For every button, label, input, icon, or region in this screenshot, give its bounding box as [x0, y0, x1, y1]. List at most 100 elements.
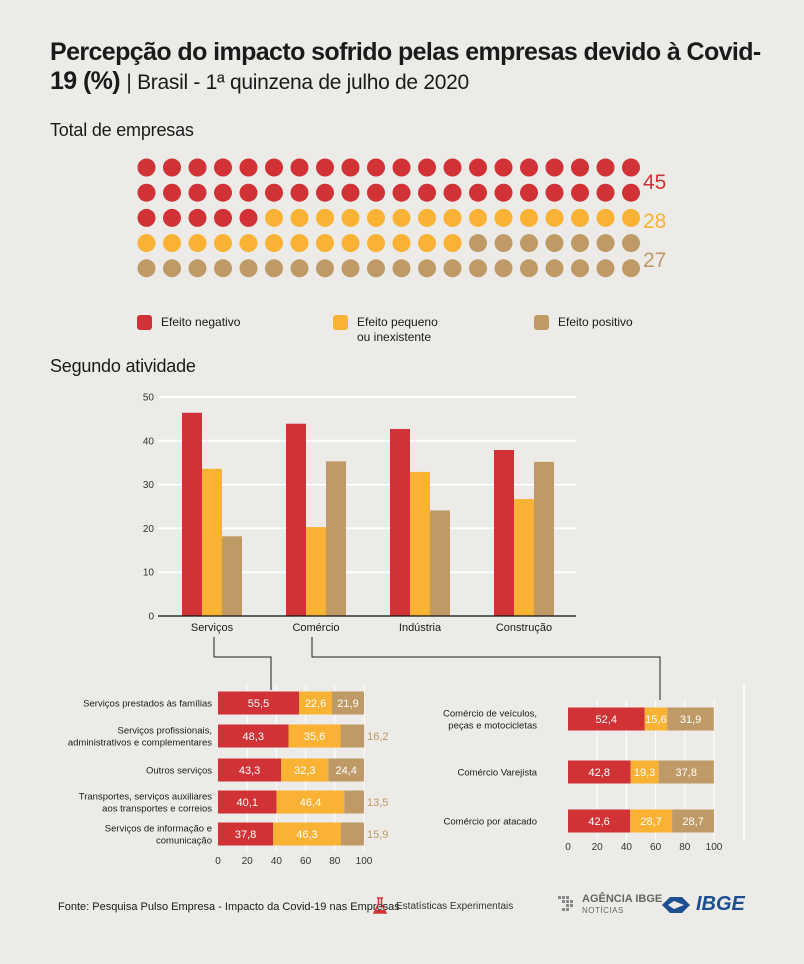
stack-segment — [340, 724, 365, 748]
legend-label-negativo: Efeito negativo — [161, 315, 241, 329]
stack-value-label: 43,3 — [239, 765, 260, 777]
dot-pequeno — [341, 208, 360, 227]
dot-negativo — [163, 208, 181, 227]
flask-icon — [372, 897, 388, 914]
stack-category-label: Serviços de informação e — [105, 824, 212, 835]
dot-negativo — [622, 158, 640, 177]
dot-pequeno — [137, 234, 156, 253]
stack-x-tick-label: 100 — [706, 842, 723, 853]
legend-label-pequeno-line1: Efeito pequeno — [357, 315, 438, 329]
experimental-label: Estatísticas Experimentais — [396, 900, 514, 912]
stack-value-label: 35,6 — [304, 731, 325, 743]
bar-0-3 — [494, 449, 514, 616]
stack-x-tick-label: 40 — [621, 842, 633, 853]
legend-label-pequeno: Efeito pequeno ou inexistente — [357, 315, 438, 345]
chart-title: Percepção do impacto sofrido pelas empre… — [50, 38, 770, 97]
dot-pequeno — [239, 234, 258, 253]
dot-pequeno — [571, 208, 589, 227]
dot-pequeno — [622, 208, 640, 227]
dot-positivo — [571, 234, 589, 253]
stack-segment — [288, 724, 341, 748]
dot-pequeno — [341, 234, 360, 253]
dot-positivo — [341, 259, 360, 278]
legend-negativo: Efeito negativo — [137, 315, 240, 330]
stack-category-label: administrativos e complementares — [68, 738, 212, 749]
dot-pequeno — [214, 234, 232, 253]
dot-positivo — [239, 259, 258, 278]
stack-value-label: 42,6 — [588, 816, 609, 828]
dot-negativo — [137, 183, 156, 202]
agencia-text: AGÊNCIA IBGE NOTÍCIAS — [582, 894, 662, 916]
dot-negativo — [239, 183, 258, 202]
dot-positivo — [137, 259, 156, 278]
legend-swatch-positivo — [534, 315, 549, 330]
legend-pequeno: Efeito pequeno ou inexistente — [333, 315, 438, 345]
ibge-logo: IBGE — [660, 893, 745, 916]
stack-segment — [644, 707, 668, 731]
ibge-wordmark: IBGE — [696, 893, 745, 915]
agencia-logo-icon — [558, 896, 573, 911]
stack-x-tick-label: 0 — [215, 856, 221, 867]
dot-negativo — [596, 158, 615, 177]
dot-negativo — [137, 208, 156, 227]
legend-swatch-negativo — [137, 315, 152, 330]
bar-2-2 — [430, 510, 450, 616]
x-category-label: Construção — [496, 622, 552, 634]
dot-total-label: 45 — [643, 171, 666, 194]
dot-negativo — [265, 183, 283, 202]
bar-1-2 — [410, 471, 430, 616]
legend-label-pequeno-line2: ou inexistente — [357, 330, 432, 344]
stack-category-label: Comércio por atacado — [444, 817, 537, 828]
dot-pequeno — [494, 208, 513, 227]
stack-category-label: peças e motocicletas — [448, 721, 537, 732]
dot-pequeno — [392, 208, 411, 227]
dot-negativo — [367, 158, 385, 177]
stack-value-label: 28,7 — [640, 816, 661, 828]
agencia-line1: AGÊNCIA IBGE — [582, 893, 663, 905]
stack-category-label: Serviços prestados às famílias — [83, 699, 212, 710]
stack-segment — [630, 809, 673, 833]
bar-2-1 — [326, 461, 346, 616]
dot-positivo — [596, 259, 615, 278]
dot-negativo — [545, 158, 564, 177]
stack-segment — [218, 724, 289, 748]
stack-x-tick-label: 80 — [329, 856, 341, 867]
stack-value-label: 15,9 — [367, 829, 388, 841]
stack-segment — [332, 691, 364, 715]
stack-value-label: 42,8 — [589, 767, 610, 779]
y-tick-label: 30 — [143, 480, 155, 491]
dot-positivo — [545, 234, 564, 253]
dot-pequeno — [367, 234, 385, 253]
section-atividade-label: Segundo atividade — [50, 356, 196, 376]
y-tick-label: 10 — [143, 568, 155, 579]
dot-negativo — [571, 183, 589, 202]
dot-positivo — [290, 259, 309, 278]
dot-pequeno — [163, 234, 181, 253]
dot-negativo — [545, 183, 564, 202]
stack-value-label: 13,5 — [367, 797, 388, 809]
stack-category-label: aos transportes e correios — [102, 804, 212, 815]
connector-comercio — [311, 637, 661, 700]
bar-2-0 — [222, 536, 242, 616]
dot-negativo — [571, 158, 589, 177]
stack-segment — [299, 691, 333, 715]
stack-segment — [273, 822, 341, 846]
dot-pequeno — [418, 208, 436, 227]
dot-positivo — [622, 259, 640, 278]
dot-pequeno — [290, 208, 309, 227]
dot-pequeno — [520, 208, 538, 227]
dot-positivo — [494, 234, 513, 253]
dot-pequeno — [265, 234, 283, 253]
stack-value-label: 15,6 — [645, 714, 666, 726]
dot-negativo — [341, 183, 360, 202]
stack-x-tick-label: 80 — [679, 842, 691, 853]
dot-negativo — [418, 183, 436, 202]
stack-segment — [658, 760, 714, 784]
title-text: Percepção do impacto sofrido pelas empre… — [50, 38, 761, 95]
dot-negativo — [494, 158, 513, 177]
stack-segment — [340, 822, 364, 846]
dot-positivo — [392, 259, 411, 278]
stack-x-tick-label: 60 — [650, 842, 662, 853]
dot-positivo — [265, 259, 283, 278]
stack-segment — [568, 707, 645, 731]
